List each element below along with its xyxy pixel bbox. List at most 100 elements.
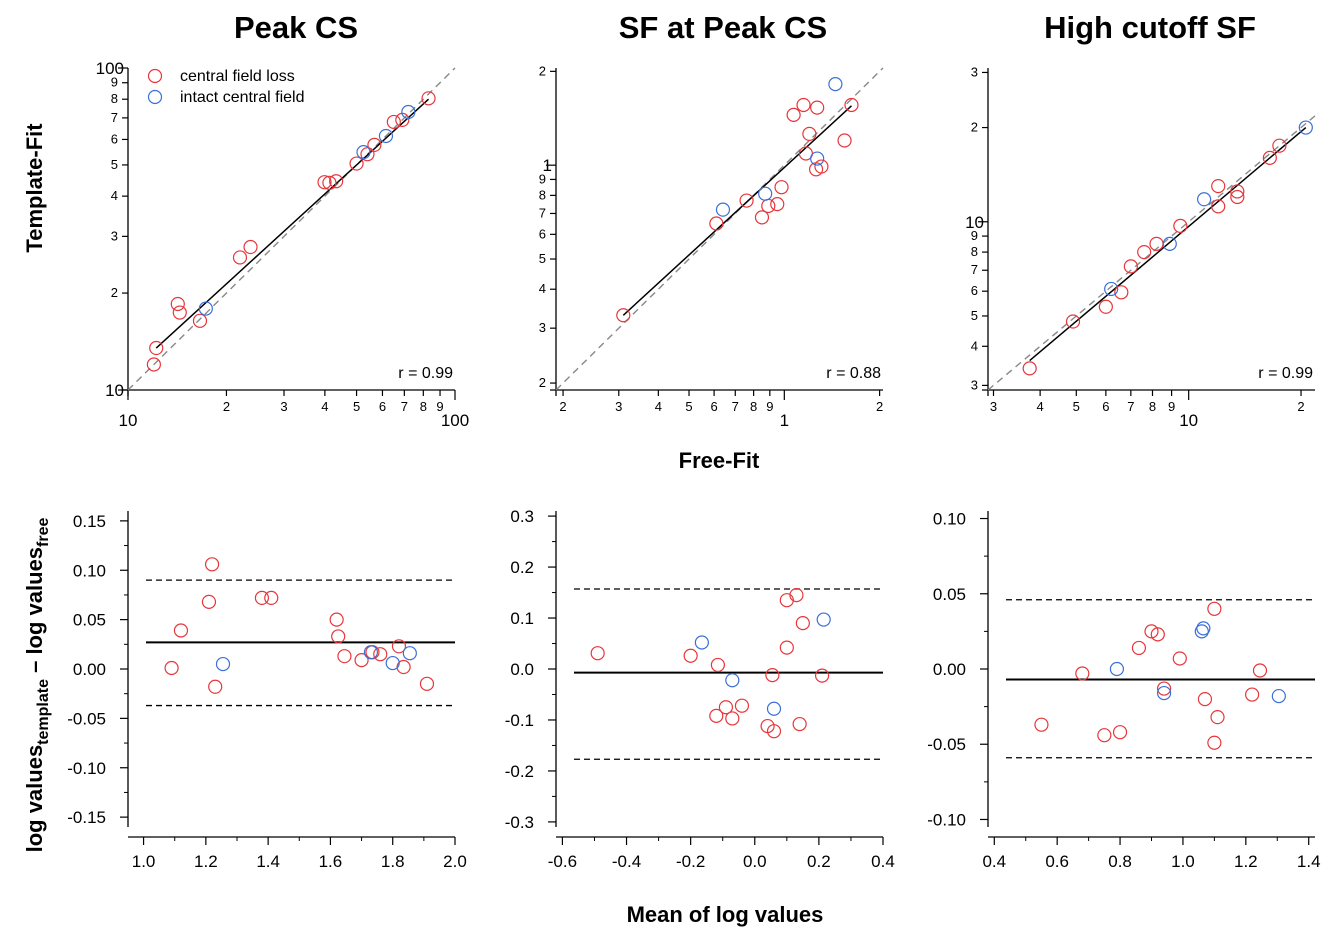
point-central-field-loss bbox=[754, 210, 770, 225]
point-central-field-loss bbox=[170, 296, 185, 312]
y-tick-label: 2 bbox=[971, 120, 978, 135]
point-central-field-loss bbox=[1065, 314, 1081, 329]
y-tick-label: 1 bbox=[543, 156, 552, 175]
point-central-field-loss bbox=[709, 216, 724, 231]
x-tick-label: 1.6 bbox=[319, 852, 343, 871]
point-intact-central-field bbox=[725, 673, 740, 688]
point-central-field-loss bbox=[810, 100, 825, 115]
x-tick-label: 7 bbox=[401, 399, 408, 414]
y-tick-label: 5 bbox=[539, 251, 546, 266]
y-axis-title-top: Template-Fit bbox=[22, 123, 47, 253]
x-tick-label: 0.4 bbox=[982, 852, 1006, 871]
x-tick-label: 2.0 bbox=[443, 852, 467, 871]
y-tick-label: 10 bbox=[965, 213, 984, 232]
point-intact-central-field bbox=[1197, 192, 1212, 207]
point-central-field-loss bbox=[1150, 627, 1165, 642]
x-tick-label: 1.0 bbox=[132, 852, 156, 871]
point-central-field-loss bbox=[329, 174, 344, 189]
x-tick-label: 5 bbox=[685, 399, 692, 414]
point-intact-central-field bbox=[1298, 120, 1313, 135]
x-tick-label: 4 bbox=[321, 399, 328, 414]
point-intact-central-field bbox=[401, 104, 416, 120]
point-central-field-loss bbox=[1272, 138, 1287, 153]
point-central-field-loss bbox=[173, 623, 189, 638]
y-tick-label: 6 bbox=[111, 131, 118, 146]
x-tick-label: 9 bbox=[1168, 399, 1175, 414]
fit-line bbox=[622, 105, 852, 316]
x-tick-label: 3 bbox=[615, 399, 622, 414]
y-tick-label: 10 bbox=[105, 381, 124, 400]
x-tick-label: 1.8 bbox=[381, 852, 405, 871]
y-tick-label: 4 bbox=[111, 188, 118, 203]
x-tick-label: 9 bbox=[766, 399, 773, 414]
point-central-field-loss bbox=[204, 557, 220, 572]
y-tick-label: 3 bbox=[539, 320, 546, 335]
point-central-field-loss bbox=[1034, 717, 1049, 732]
point-central-field-loss bbox=[172, 305, 187, 320]
y-tick-label: -0.1 bbox=[505, 711, 534, 730]
x-tick-label: 2 bbox=[1297, 399, 1304, 414]
point-central-field-loss bbox=[208, 679, 223, 694]
y-tick-label: -0.05 bbox=[67, 709, 106, 728]
point-central-field-loss bbox=[322, 175, 337, 190]
y-tick-label: -0.10 bbox=[927, 810, 966, 829]
x-tick-label: 0.0 bbox=[743, 852, 767, 871]
x-tick-label: 4 bbox=[655, 399, 662, 414]
x-tick-label: 2 bbox=[876, 399, 883, 414]
point-intact-central-field bbox=[1194, 624, 1209, 639]
legend: central field loss intact central field bbox=[147, 68, 305, 106]
point-intact-central-field bbox=[363, 645, 379, 660]
point-central-field-loss bbox=[1230, 184, 1245, 199]
point-intact-central-field bbox=[1104, 281, 1119, 297]
x-tick-label: 1.4 bbox=[256, 852, 280, 871]
y-tick-label: -0.10 bbox=[67, 759, 106, 778]
point-central-field-loss bbox=[254, 590, 270, 606]
x-axis-title-top: Free-Fit bbox=[679, 448, 760, 473]
point-central-field-loss bbox=[590, 646, 605, 661]
x-tick-label: 1.2 bbox=[194, 852, 218, 871]
point-central-field-loss bbox=[192, 313, 208, 328]
point-intact-central-field bbox=[758, 186, 773, 201]
point-central-field-loss bbox=[1197, 691, 1213, 707]
point-central-field-loss bbox=[1172, 651, 1187, 666]
y-tick-label: 7 bbox=[539, 205, 546, 220]
x-tick-label: 5 bbox=[1073, 399, 1080, 414]
x-tick-label: 4 bbox=[1037, 399, 1044, 414]
x-axis-title-bottom: Mean of log values bbox=[627, 902, 824, 927]
y-axis-title-bottom: log valuestemplate – log valuesfree bbox=[22, 518, 52, 853]
y-tick-label: 0.00 bbox=[933, 660, 966, 679]
point-central-field-loss bbox=[814, 668, 830, 683]
point-central-field-loss bbox=[725, 711, 740, 726]
point-intact-central-field bbox=[1109, 661, 1125, 677]
point-intact-central-field bbox=[715, 202, 731, 217]
point-central-field-loss bbox=[814, 159, 829, 174]
y-tick-label: 2 bbox=[539, 375, 546, 390]
x-tick-label: 6 bbox=[710, 399, 717, 414]
point-intact-central-field bbox=[1162, 236, 1177, 251]
point-central-field-loss bbox=[354, 653, 369, 668]
y-tick-label: 7 bbox=[111, 110, 118, 125]
point-central-field-loss bbox=[765, 668, 780, 683]
point-central-field-loss bbox=[1075, 666, 1090, 681]
point-central-field-loss bbox=[795, 616, 810, 631]
fit-line bbox=[1029, 126, 1307, 362]
y-tick-label: -0.05 bbox=[927, 735, 966, 754]
point-central-field-loss bbox=[149, 340, 164, 356]
x-tick-label: 3 bbox=[280, 399, 287, 414]
point-central-field-loss bbox=[1262, 150, 1277, 165]
title-peak-cs: Peak CS bbox=[234, 10, 358, 45]
point-central-field-loss bbox=[844, 97, 859, 113]
point-intact-central-field bbox=[828, 77, 843, 92]
x-tick-label: 0.4 bbox=[871, 852, 895, 871]
y-tick-label: -0.2 bbox=[505, 762, 534, 781]
point-central-field-loss bbox=[1114, 285, 1129, 300]
y-tick-label: 7 bbox=[971, 262, 978, 277]
panel-4: 1.0 1.2 1.4 1.6 1.8 2.0 -0.15 -0.10 -0.05 0.00 0.0… bbox=[67, 511, 467, 871]
x-tick-label: 6 bbox=[1102, 399, 1109, 414]
y-tick-label: 4 bbox=[539, 281, 546, 296]
point-central-field-loss bbox=[709, 708, 724, 723]
point-intact-central-field bbox=[198, 301, 213, 316]
